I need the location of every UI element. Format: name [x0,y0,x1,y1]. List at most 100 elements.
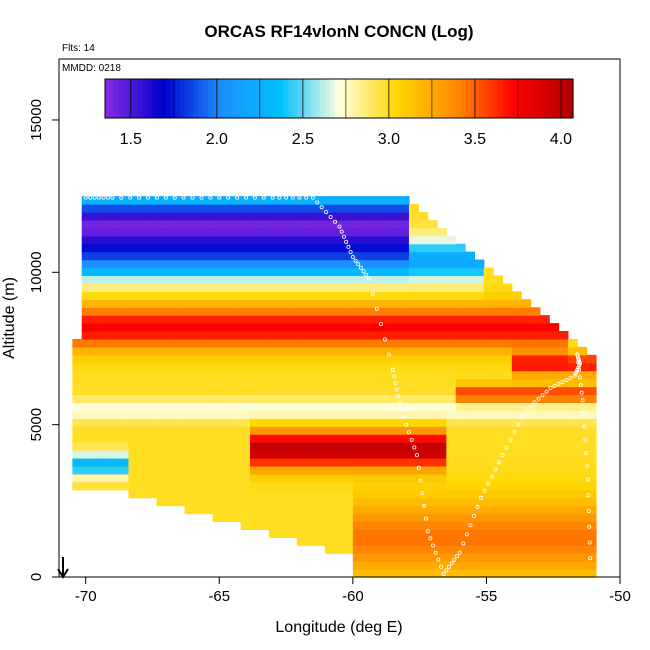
heatmap-cell [184,426,195,435]
heatmap-cell [371,450,382,459]
heatmap-cell [221,338,232,348]
heatmap-cell [147,235,158,245]
heatmap-cell [250,243,260,253]
heatmap-cell [119,465,130,475]
heatmap-cell [259,370,270,380]
heatmap-cell [334,465,345,475]
heatmap-cell [250,275,260,285]
heatmap-cell [558,473,569,483]
heatmap-cell [203,299,214,308]
heatmap-cell [91,378,102,388]
heatmap-cell [558,513,569,523]
heatmap-cell [427,227,438,237]
heatmap-cell [455,418,466,427]
heatmap-cell [147,275,158,285]
heatmap-cell [390,481,401,491]
heatmap-cell [521,434,532,443]
heatmap-cell [362,196,373,205]
track-point [404,422,409,427]
heatmap-cell [399,299,410,308]
heatmap-cell [324,275,335,285]
heatmap-cell [352,426,363,435]
heatmap-cell [530,315,541,324]
colorbar-segment [292,79,298,118]
heatmap-cell [399,450,410,459]
heatmap-cell [287,227,298,237]
heatmap-cell [483,505,494,515]
heatmap-cell [268,204,279,213]
heatmap-cell [156,386,167,396]
heatmap-cell [100,418,111,427]
heatmap-cell [193,450,204,459]
heatmap-cell [259,418,270,427]
heatmap-cell [352,219,363,229]
heatmap-cell [306,378,317,388]
heatmap-cell [147,315,158,324]
heatmap-cell [427,346,438,356]
heatmap-cell [567,481,578,491]
heatmap-cell [474,497,485,507]
heatmap-cell [287,196,298,205]
track-point [172,195,177,200]
heatmap-cell [100,473,111,483]
track-point [516,422,521,427]
heatmap-cell [399,434,410,443]
heatmap-cell [371,394,382,404]
heatmap-cell [165,450,176,459]
heatmap-cell [380,378,391,388]
heatmap-cell [240,283,251,292]
heatmap-cell [81,251,92,261]
heatmap-cell [203,243,214,253]
colorbar-segment [123,79,129,118]
heatmap-cell [306,513,317,523]
heatmap-cell [408,426,419,435]
heatmap-cell [193,489,204,499]
colorbar-segment [362,79,368,118]
heatmap-cell [437,394,447,404]
colorbar-tick-label: 3.5 [464,131,486,148]
heatmap-cell [203,402,214,411]
heatmap-cell [231,291,242,300]
heatmap-cell [221,362,232,372]
heatmap-cell [287,354,298,364]
heatmap-cell [352,394,363,404]
heatmap-cell [119,331,130,340]
heatmap-cell [278,489,289,499]
heatmap-cell [511,386,522,396]
heatmap-cell [502,434,513,443]
heatmap-cell [193,283,204,292]
heatmap-cell [278,204,289,213]
heatmap-cell [315,219,326,229]
heatmap-cell [109,315,120,324]
heatmap-cell [184,434,195,443]
heatmap-cell [306,489,317,499]
heatmap-cell [343,227,354,237]
heatmap-cell [521,561,532,570]
heatmap-cell [324,211,335,221]
heatmap-cell [437,497,447,507]
heatmap-cell [287,394,298,404]
heatmap-cell [521,465,532,475]
heatmap-cell [539,513,550,523]
heatmap-cell [212,346,223,356]
heatmap-cell [352,267,363,277]
heatmap-cell [334,457,345,467]
heatmap-cell [165,394,176,404]
heatmap-cell [483,323,494,332]
heatmap-cell [352,537,363,546]
heatmap-cell [296,529,307,538]
heatmap-cell [408,283,419,292]
heatmap-cell [278,410,289,419]
heatmap-cell [455,275,466,285]
heatmap-cell [147,394,158,404]
heatmap-cell [231,307,242,316]
track-point [586,508,591,513]
heatmap-cell [119,386,130,396]
heatmap-cell [91,259,102,269]
heatmap-cell [147,323,158,332]
heatmap-cell [109,204,120,213]
heatmap-cell [437,283,447,292]
heatmap-cell [212,204,223,213]
heatmap-cell [465,537,476,546]
heatmap-cell [446,267,457,277]
